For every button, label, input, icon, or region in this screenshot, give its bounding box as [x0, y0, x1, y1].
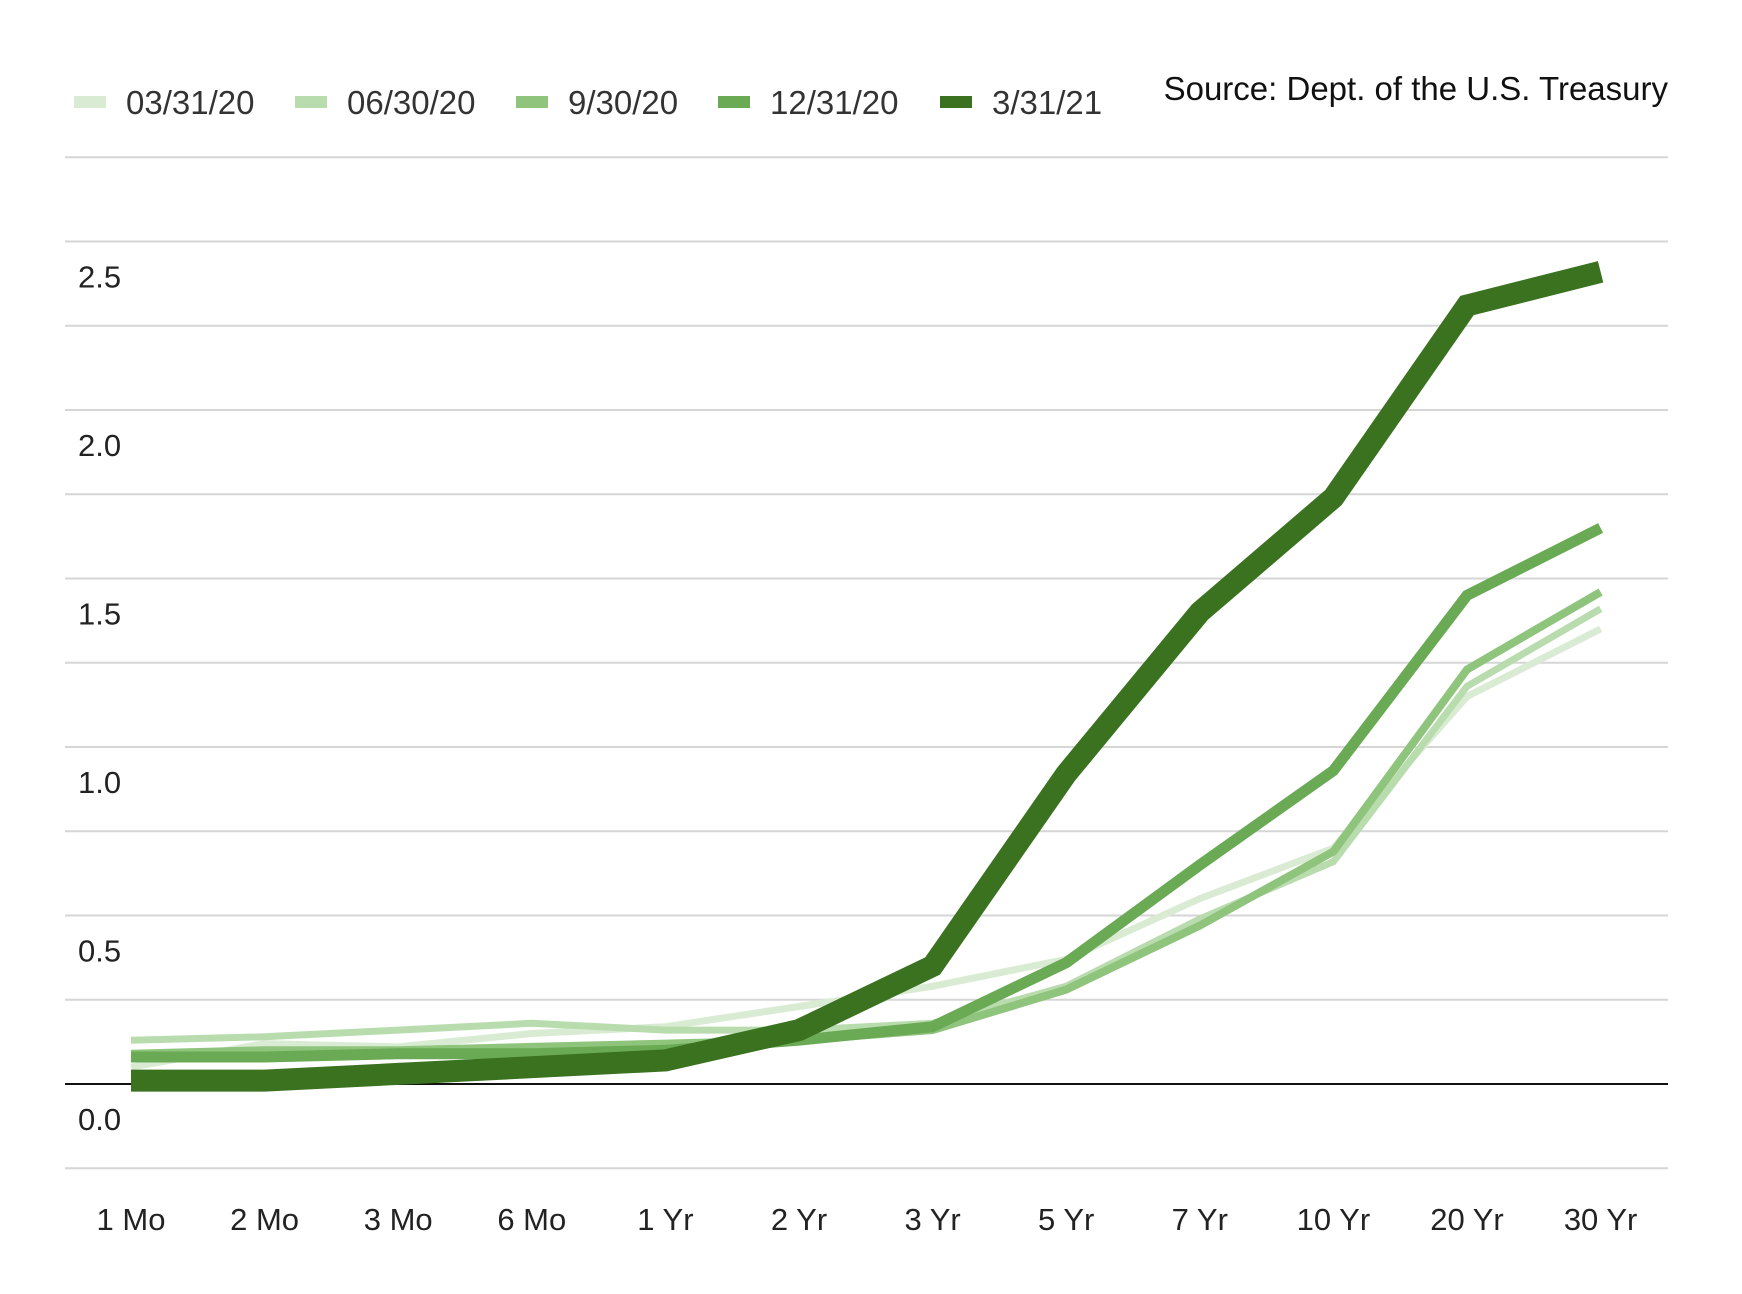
- x-tick-label: 2 Yr: [771, 1202, 827, 1237]
- legend-swatch: [940, 96, 972, 108]
- legend: 03/31/20 06/30/20 9/30/20 12/31/20 3/31/21: [74, 84, 1102, 121]
- y-tick-label: 0.5: [78, 934, 121, 969]
- x-tick-label: 6 Mo: [497, 1202, 566, 1237]
- series-line-9-30-20: [130, 588, 1603, 1058]
- x-tick-label: 7 Yr: [1172, 1202, 1228, 1237]
- series-line-3-31-21: [131, 261, 1604, 1092]
- source-note: Source: Dept. of the U.S. Treasury: [1164, 70, 1669, 107]
- legend-label: 06/30/20: [347, 84, 475, 121]
- series-lines: [130, 261, 1604, 1092]
- legend-swatch: [295, 96, 327, 108]
- x-tick-label: 5 Yr: [1038, 1202, 1094, 1237]
- x-tick-label: 2 Mo: [230, 1202, 299, 1237]
- legend-swatch: [718, 96, 750, 108]
- x-tick-label: 20 Yr: [1430, 1202, 1504, 1237]
- y-tick-label: 0.0: [78, 1102, 121, 1137]
- x-tick-label: 3 Yr: [904, 1202, 960, 1237]
- x-tick-label: 10 Yr: [1297, 1202, 1371, 1237]
- y-tick-label: 2.0: [78, 428, 121, 463]
- y-axis-tick-labels: 0.0 0.5 1.0 1.5 2.0 2.5: [78, 260, 121, 1138]
- legend-swatch: [516, 96, 548, 108]
- legend-label: 9/30/20: [568, 84, 678, 121]
- legend-label: 3/31/21: [992, 84, 1102, 121]
- x-tick-label: 3 Mo: [364, 1202, 433, 1237]
- legend-label: 03/31/20: [126, 84, 254, 121]
- x-tick-label: 1 Yr: [637, 1202, 693, 1237]
- series-line-06-30-20: [130, 605, 1603, 1044]
- y-tick-label: 2.5: [78, 260, 121, 295]
- legend-swatch: [74, 96, 106, 108]
- y-tick-label: 1.5: [78, 597, 121, 632]
- x-tick-label: 1 Mo: [97, 1202, 166, 1237]
- series-line-12-31-20: [131, 523, 1604, 1063]
- y-tick-label: 1.0: [78, 765, 121, 800]
- gridlines: [65, 156, 1668, 1170]
- x-tick-label: 30 Yr: [1564, 1202, 1638, 1237]
- legend-label: 12/31/20: [770, 84, 898, 121]
- x-axis-tick-labels: 1 Mo 2 Mo 3 Mo 6 Mo 1 Yr 2 Yr 3 Yr 5 Yr 7 Yr 10 Y…: [97, 1202, 1638, 1237]
